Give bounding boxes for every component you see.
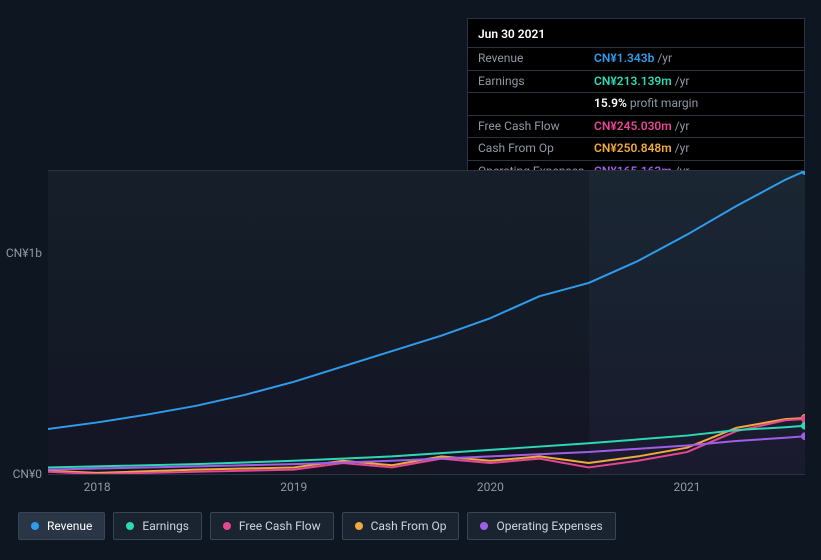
x-axis-label: 2019 <box>280 480 307 494</box>
tooltip-row-label: Revenue <box>478 51 594 67</box>
tooltip-row-suffix: /yr <box>675 74 690 88</box>
tooltip-row-suffix: profit margin <box>630 96 698 110</box>
tooltip-row-label: Earnings <box>478 74 594 90</box>
x-axis-label: 2018 <box>84 480 111 494</box>
tooltip-row-value: CN¥245.030m <box>594 119 672 133</box>
chart-lines <box>48 171 805 474</box>
legend-item[interactable]: Revenue <box>18 512 105 540</box>
legend-item[interactable]: Free Cash Flow <box>210 512 334 540</box>
tooltip-row-label: Free Cash Flow <box>478 119 594 135</box>
x-axis-label: 2020 <box>477 480 504 494</box>
tooltip-row-value: 15.9% <box>594 96 627 110</box>
legend-item[interactable]: Cash From Op <box>342 512 460 540</box>
tooltip-row: Cash From OpCN¥250.848m/yr <box>468 137 804 160</box>
tooltip-row: EarningsCN¥213.139m/yr <box>468 70 804 93</box>
legend-dot-icon <box>31 522 39 530</box>
legend-dot-icon <box>126 522 134 530</box>
tooltip-date: Jun 30 2021 <box>468 25 804 47</box>
legend-item-label: Earnings <box>142 519 189 533</box>
tooltip-row-suffix: /yr <box>675 119 690 133</box>
legend-dot-icon <box>223 522 231 530</box>
legend-dot-icon <box>355 522 363 530</box>
x-axis-labels: 2018 2019 2020 2021 <box>48 480 805 496</box>
chart-tooltip: Jun 30 2021 RevenueCN¥1.343b/yrEarningsC… <box>467 18 805 186</box>
tooltip-row: Free Cash FlowCN¥245.030m/yr <box>468 115 804 138</box>
chart-plot-area[interactable] <box>48 170 805 475</box>
legend-item-label: Operating Expenses <box>496 519 602 533</box>
tooltip-row-label <box>478 96 594 112</box>
legend-item[interactable]: Earnings <box>113 512 202 540</box>
y-axis-label: CN¥0 <box>2 467 42 481</box>
series-end-marker <box>801 171 805 175</box>
legend-item[interactable]: Operating Expenses <box>467 512 615 540</box>
tooltip-row-value: CN¥213.139m <box>594 74 672 88</box>
tooltip-row-value: CN¥250.848m <box>594 141 672 155</box>
legend-item-label: Cash From Op <box>371 519 447 533</box>
series-end-marker <box>801 422 805 430</box>
series-end-marker <box>801 432 805 440</box>
tooltip-row-suffix: /yr <box>657 51 672 65</box>
tooltip-row-suffix: /yr <box>675 141 690 155</box>
series-line <box>48 171 805 429</box>
legend-dot-icon <box>480 522 488 530</box>
tooltip-row-value: CN¥1.343b <box>594 51 654 65</box>
tooltip-row-label: Cash From Op <box>478 141 594 157</box>
legend-item-label: Revenue <box>47 519 92 533</box>
x-axis-label: 2021 <box>674 480 701 494</box>
chart-legend: Revenue Earnings Free Cash Flow Cash From O… <box>18 512 616 540</box>
y-axis-label: CN¥1b <box>2 246 42 260</box>
tooltip-row: 15.9%profit margin <box>468 92 804 115</box>
tooltip-row: RevenueCN¥1.343b/yr <box>468 47 804 70</box>
legend-item-label: Free Cash Flow <box>239 519 321 533</box>
